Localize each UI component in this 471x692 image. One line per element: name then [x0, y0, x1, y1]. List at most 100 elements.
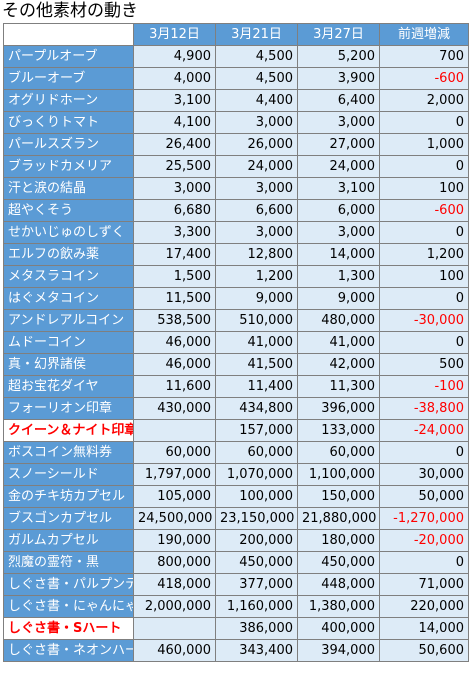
price-cell-date-3: 180,000	[297, 529, 380, 552]
table-row: しぐさ書・Sハート 386,000 400,000 14,000	[3, 617, 469, 640]
price-cell-date-2: 343,400	[215, 639, 298, 662]
price-cell-date-3: 3,900	[297, 67, 380, 90]
item-name-cell: 真・幻界諸侯	[3, 353, 134, 376]
price-cell-date-3: 133,000	[297, 419, 380, 442]
weekly-change-cell: 30,000	[379, 463, 469, 486]
price-cell-date-3: 14,000	[297, 243, 380, 266]
price-cell-date-3: 60,000	[297, 441, 380, 464]
weekly-change-cell: -30,000	[379, 309, 469, 332]
price-cell-date-3: 27,000	[297, 133, 380, 156]
price-cell-date-1: 430,000	[133, 397, 216, 420]
table-row: オグリドホーン 3,100 4,400 6,400 2,000	[3, 89, 469, 112]
price-cell-date-1: 46,000	[133, 331, 216, 354]
table-row: スノーシールド 1,797,000 1,070,000 1,100,000 30,000	[3, 463, 469, 486]
weekly-change-cell: 100	[379, 265, 469, 288]
price-cell-date-1	[133, 617, 216, 640]
weekly-change-cell: 50,000	[379, 485, 469, 508]
price-cell-date-1: 538,500	[133, 309, 216, 332]
price-cell-date-1: 6,680	[133, 199, 216, 222]
table-row: 烈魔の霊符・黒 800,000 450,000 450,000 0	[3, 551, 469, 574]
price-cell-date-1: 190,000	[133, 529, 216, 552]
table-row: クイーン＆ナイト印章 157,000 133,000 -24,000	[3, 419, 469, 442]
header-date-1: 3月12日	[133, 23, 216, 46]
weekly-change-cell: 0	[379, 331, 469, 354]
price-cell-date-1: 17,400	[133, 243, 216, 266]
price-cell-date-2: 9,000	[215, 287, 298, 310]
item-name-cell: ブスゴンカプセル	[3, 507, 134, 530]
table-row: しぐさ書・にゃんにゃん2,000,0001,160,0001,380,00022…	[3, 595, 469, 618]
price-cell-date-1: 25,500	[133, 155, 216, 178]
price-cell-date-2: 41,000	[215, 331, 298, 354]
weekly-change-cell: 0	[379, 287, 469, 310]
price-cell-date-1: 11,600	[133, 375, 216, 398]
weekly-change-cell: 1,000	[379, 133, 469, 156]
price-cell-date-2: 1,200	[215, 265, 298, 288]
price-cell-date-3: 150,000	[297, 485, 380, 508]
table-row: しぐさ書・パルプンテ 418,000 377,000 448,000 71,000	[3, 573, 469, 596]
price-cell-date-3: 3,000	[297, 111, 380, 134]
price-cell-date-1: 3,000	[133, 177, 216, 200]
item-name-cell: びっくりトマト	[3, 111, 134, 134]
price-cell-date-3: 6,000	[297, 199, 380, 222]
weekly-change-cell: 100	[379, 177, 469, 200]
item-name-cell: しぐさ書・パルプンテ	[3, 573, 134, 596]
price-cell-date-1: 4,000	[133, 67, 216, 90]
weekly-change-cell: 0	[379, 111, 469, 134]
price-cell-date-2: 4,500	[215, 45, 298, 68]
item-name-cell: ガルムカプセル	[3, 529, 134, 552]
table-row: 真・幻界諸侯 46,000 41,500 42,000 500	[3, 353, 469, 376]
price-cell-date-2: 11,400	[215, 375, 298, 398]
item-name-cell: ブラッドカメリア	[3, 155, 134, 178]
price-cell-date-3: 24,000	[297, 155, 380, 178]
price-cell-date-2: 200,000	[215, 529, 298, 552]
table-row: びっくりトマト 4,100 3,000 3,000 0	[3, 111, 469, 134]
price-cell-date-1: 4,100	[133, 111, 216, 134]
item-name-cell: オグリドホーン	[3, 89, 134, 112]
table-row: せかいじゅのしずく 3,300 3,000 3,000 0	[3, 221, 469, 244]
price-cell-date-2: 3,000	[215, 221, 298, 244]
weekly-change-cell: 2,000	[379, 89, 469, 112]
price-cell-date-3: 9,000	[297, 287, 380, 310]
price-cell-date-3: 1,100,000	[297, 463, 380, 486]
weekly-change-cell: 700	[379, 45, 469, 68]
item-name-cell: 超お宝花ダイヤ	[3, 375, 134, 398]
price-cell-date-1: 1,500	[133, 265, 216, 288]
price-cell-date-3: 21,880,000	[297, 507, 380, 530]
price-cell-date-1: 3,300	[133, 221, 216, 244]
price-cell-date-2: 3,000	[215, 111, 298, 134]
item-name-cell: アンドレアルコイン	[3, 309, 134, 332]
weekly-change-cell: 14,000	[379, 617, 469, 640]
item-name-cell: フォーリオン印章	[3, 397, 134, 420]
item-name-cell: メタスラコイン	[3, 265, 134, 288]
weekly-change-cell: 0	[379, 221, 469, 244]
item-name-cell: しぐさ書・Sハート	[3, 617, 134, 640]
item-name-cell: ボスコイン無料券	[3, 441, 134, 464]
price-cell-date-2: 450,000	[215, 551, 298, 574]
price-cell-date-3: 1,300	[297, 265, 380, 288]
price-cell-date-2: 41,500	[215, 353, 298, 376]
table-row: メタスラコイン 1,500 1,200 1,300 100	[3, 265, 469, 288]
price-cell-date-1: 105,000	[133, 485, 216, 508]
weekly-change-cell: -38,800	[379, 397, 469, 420]
price-cell-date-2: 60,000	[215, 441, 298, 464]
item-name-cell: ブルーオーブ	[3, 67, 134, 90]
table-row: 金のチキ坊カプセル 105,000 100,000 150,000 50,000	[3, 485, 469, 508]
header-date-3: 3月27日	[297, 23, 380, 46]
price-cell-date-3: 400,000	[297, 617, 380, 640]
price-cell-date-3: 3,000	[297, 221, 380, 244]
price-table: 3月12日 3月21日 3月27日 前週増減 パープルオーブ 4,900 4,500…	[3, 23, 469, 662]
price-cell-date-2: 386,000	[215, 617, 298, 640]
header-corner	[3, 23, 134, 46]
price-cell-date-1: 800,000	[133, 551, 216, 574]
weekly-change-cell: 0	[379, 155, 469, 178]
price-cell-date-1: 11,500	[133, 287, 216, 310]
header-date-2: 3月21日	[215, 23, 298, 46]
weekly-change-cell: 220,000	[379, 595, 469, 618]
price-cell-date-2: 23,150,000	[215, 507, 298, 530]
price-cell-date-1: 26,400	[133, 133, 216, 156]
table-row: ブルーオーブ 4,000 4,500 3,900 -600	[3, 67, 469, 90]
price-cell-date-2: 26,000	[215, 133, 298, 156]
item-name-cell: 烈魔の霊符・黒	[3, 551, 134, 574]
price-cell-date-1: 4,900	[133, 45, 216, 68]
table-row: ボスコイン無料券 60,000 60,000 60,000 0	[3, 441, 469, 464]
